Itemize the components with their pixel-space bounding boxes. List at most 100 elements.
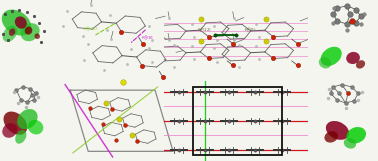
- Point: [108, 108, 115, 110]
- Point: [198, 39, 204, 42]
- Point: [201, 148, 208, 151]
- Point: [347, 13, 353, 16]
- Point: [2, 13, 8, 16]
- Point: [191, 36, 197, 39]
- Point: [214, 60, 220, 63]
- Point: [253, 44, 259, 47]
- Point: [176, 90, 182, 93]
- Point: [11, 90, 17, 93]
- Point: [230, 64, 236, 67]
- Text: $R_1^S(16)$: $R_1^S(16)$: [83, 24, 99, 35]
- Ellipse shape: [15, 16, 27, 29]
- Point: [139, 64, 145, 67]
- Ellipse shape: [21, 23, 40, 41]
- Ellipse shape: [344, 138, 356, 149]
- Point: [339, 83, 345, 86]
- Point: [252, 90, 258, 93]
- Ellipse shape: [346, 52, 360, 64]
- Point: [27, 87, 33, 90]
- Point: [149, 38, 155, 41]
- Point: [88, 4, 94, 6]
- Point: [226, 119, 232, 122]
- Ellipse shape: [28, 120, 43, 134]
- Point: [166, 39, 172, 41]
- Point: [139, 42, 146, 45]
- Point: [189, 23, 195, 25]
- Point: [231, 17, 237, 19]
- Point: [206, 57, 212, 60]
- Point: [5, 39, 11, 42]
- Point: [344, 23, 350, 25]
- Point: [146, 47, 152, 49]
- Point: [212, 34, 218, 36]
- Point: [121, 124, 127, 126]
- Point: [326, 87, 332, 90]
- Point: [214, 38, 220, 41]
- Point: [334, 99, 340, 101]
- Point: [23, 106, 29, 108]
- Point: [129, 134, 135, 137]
- Point: [325, 97, 331, 99]
- Point: [198, 18, 204, 20]
- Point: [29, 94, 35, 96]
- Point: [176, 119, 182, 122]
- Point: [85, 43, 91, 46]
- Point: [226, 90, 232, 93]
- Point: [124, 63, 130, 65]
- Point: [103, 102, 109, 104]
- Ellipse shape: [324, 131, 338, 143]
- Point: [13, 89, 19, 91]
- Point: [201, 119, 208, 122]
- Point: [279, 119, 285, 122]
- Point: [232, 34, 239, 36]
- Point: [342, 107, 349, 109]
- Point: [353, 21, 359, 24]
- Point: [349, 86, 355, 88]
- Ellipse shape: [2, 123, 17, 138]
- Point: [24, 11, 30, 13]
- Ellipse shape: [326, 121, 349, 140]
- Point: [270, 35, 276, 38]
- Point: [344, 28, 350, 31]
- Point: [355, 99, 361, 101]
- Point: [295, 43, 301, 45]
- Point: [176, 148, 182, 151]
- Point: [344, 4, 350, 7]
- Ellipse shape: [34, 33, 40, 39]
- Text: $R_1^S(8)$: $R_1^S(8)$: [141, 33, 154, 44]
- Point: [359, 90, 365, 93]
- Point: [146, 25, 152, 28]
- Point: [236, 44, 242, 47]
- Point: [0, 33, 6, 35]
- Text: $R_1^S(8)$: $R_1^S(8)$: [244, 26, 257, 36]
- Point: [230, 43, 236, 45]
- Point: [189, 44, 195, 47]
- Point: [263, 18, 269, 20]
- Ellipse shape: [15, 130, 26, 144]
- Ellipse shape: [3, 26, 17, 42]
- Point: [171, 66, 177, 68]
- Point: [206, 35, 212, 38]
- Point: [226, 148, 232, 151]
- Point: [118, 31, 124, 33]
- Point: [330, 13, 336, 16]
- Bar: [193, 87, 282, 155]
- Point: [211, 47, 217, 49]
- Point: [252, 119, 258, 122]
- Point: [355, 92, 361, 95]
- Point: [36, 21, 42, 24]
- Point: [100, 123, 106, 125]
- Point: [335, 20, 341, 22]
- Point: [87, 106, 93, 109]
- Point: [279, 148, 285, 151]
- Point: [160, 76, 166, 79]
- Point: [104, 29, 110, 32]
- Point: [270, 57, 276, 60]
- Point: [328, 92, 334, 95]
- Ellipse shape: [3, 112, 27, 135]
- Point: [108, 37, 114, 40]
- Point: [335, 7, 341, 9]
- Point: [211, 25, 217, 28]
- Point: [128, 47, 134, 50]
- Ellipse shape: [346, 127, 366, 143]
